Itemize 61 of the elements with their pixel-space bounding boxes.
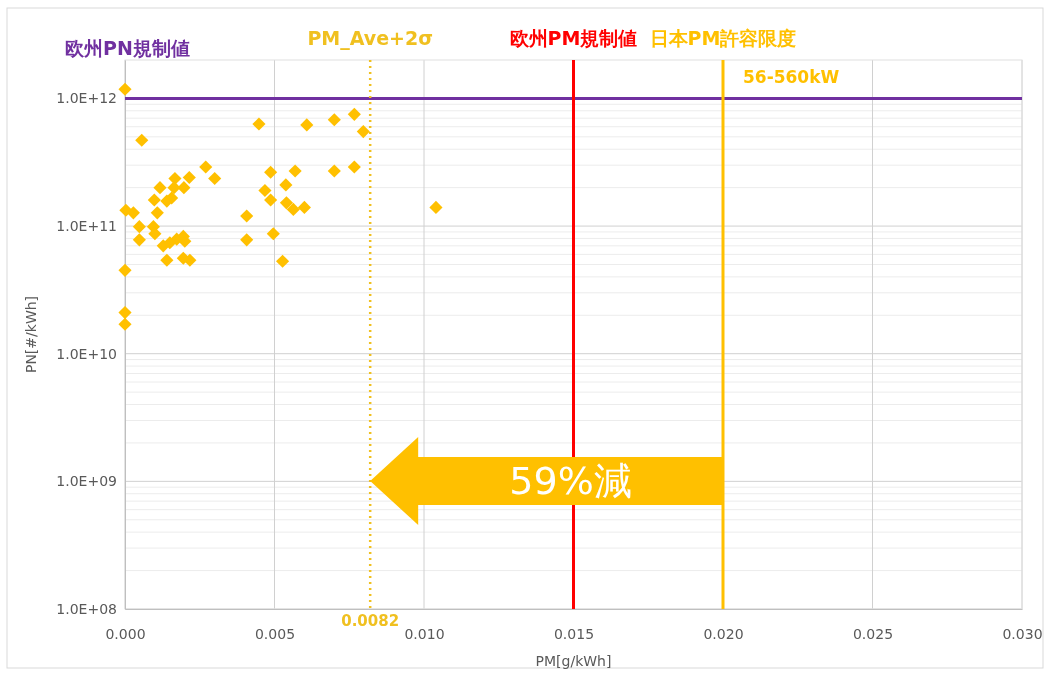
x-tick-label: 0.030 (1002, 625, 1043, 642)
x-tick-label: 0.015 (553, 625, 595, 642)
point (118, 317, 132, 331)
point (347, 107, 361, 121)
point (300, 118, 314, 132)
point (160, 253, 174, 267)
x-axis-title: PM[g/kWh] (535, 653, 612, 669)
point (126, 206, 140, 220)
y-axis-title: PN[#/kWh] (23, 295, 39, 374)
point (168, 171, 182, 186)
point (182, 170, 196, 185)
ref-line-label: PM_Ave+2σ (307, 27, 433, 50)
y-tick-label: 1.0E+08 (56, 600, 117, 617)
point (266, 227, 280, 241)
y-tick-label: 1.0E+09 (56, 473, 117, 490)
point (286, 202, 300, 216)
point (118, 263, 132, 277)
y-tick-label: 1.0E+10 (56, 345, 117, 362)
annotation: 59%減 (509, 459, 632, 503)
point (264, 193, 278, 207)
point (258, 183, 272, 198)
x-tick-label: 0.005 (254, 625, 296, 642)
x-tick-label: 0.010 (404, 625, 445, 642)
ref-line-label: 欧州PM規制値 (509, 27, 638, 49)
point (264, 165, 278, 179)
ref-line-label: 欧州PN規制値 (65, 37, 190, 59)
point (276, 254, 290, 268)
point (240, 209, 254, 223)
point (252, 117, 266, 131)
point (183, 253, 197, 267)
y-tick-label: 1.0E+11 (56, 218, 117, 235)
y-tick-label: 1.0E+12 (56, 90, 117, 107)
point (165, 191, 179, 205)
annotation: 56-560kW (743, 67, 840, 87)
point (327, 164, 341, 178)
point (118, 82, 132, 96)
point (150, 206, 164, 220)
point (132, 220, 146, 234)
x-tick-label: 0.020 (703, 625, 744, 642)
point (148, 227, 162, 241)
point (297, 200, 311, 214)
point (118, 306, 132, 320)
ref-line-label: 日本PM許容限度 (649, 27, 797, 49)
point (177, 181, 191, 195)
point (240, 233, 254, 247)
point (147, 193, 161, 207)
point (279, 196, 294, 210)
x-tick-label: 0.000 (105, 625, 146, 642)
text: 0.0082 (341, 612, 400, 630)
point (327, 113, 341, 127)
point (153, 181, 167, 195)
point (199, 160, 213, 174)
point (288, 164, 302, 178)
point (279, 178, 293, 192)
x-tick-label: 0.025 (852, 625, 894, 642)
point (347, 160, 361, 174)
point (135, 133, 149, 147)
point (356, 125, 370, 139)
point (132, 233, 146, 247)
point (429, 200, 443, 214)
point (208, 171, 222, 186)
